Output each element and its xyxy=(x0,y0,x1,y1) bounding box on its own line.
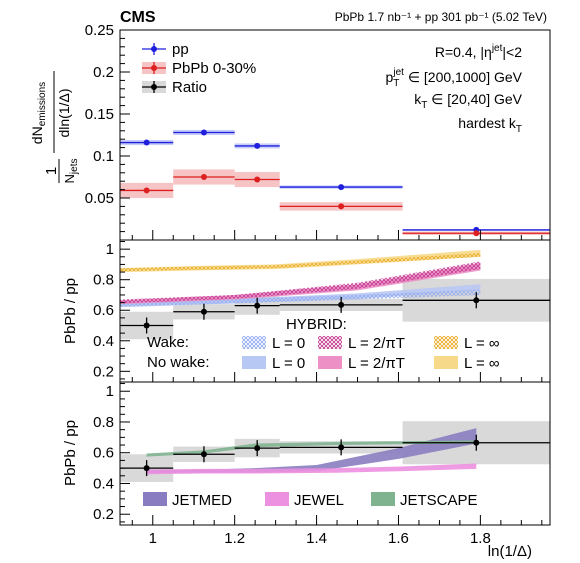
data-point-1 xyxy=(473,230,480,237)
data-point-0 xyxy=(143,139,150,146)
legend-swatch-wake-linf xyxy=(434,336,458,349)
ratio-point xyxy=(143,465,150,472)
legend-swatch-jewel xyxy=(265,492,289,506)
model-band-jetscape xyxy=(146,440,477,457)
annotation-jet-radius: R=0.4, |ηjet|<2 xyxy=(435,43,522,60)
model-band-jetmed xyxy=(146,428,477,473)
legend-swatch-wake-l2pit xyxy=(318,336,342,349)
legend-swatch-jetscape xyxy=(371,492,395,506)
middle-y-axis-label: PbPb / pp xyxy=(62,278,79,344)
experiment-label: CMS xyxy=(120,9,156,26)
legend-label-jewel: JEWEL xyxy=(294,492,344,509)
bot-y-tick-label: 0.8 xyxy=(93,414,114,431)
hybrid-ratio-panel: 0.2 0.4 0.6 0.8 1 PbPb / pp HYBRID: Wake: No… xyxy=(62,239,551,383)
x-tick-label: 1.8 xyxy=(470,530,491,547)
top-legend: pp PbPb 0-30% Ratio xyxy=(142,41,256,96)
model-band-wake_L2piT xyxy=(120,261,481,304)
legend-entry-pp: pp xyxy=(142,41,189,58)
bot-y-tick-label: 0.2 xyxy=(93,506,114,523)
data-point-1 xyxy=(254,176,261,183)
legend-label-nowake-linf: L = ∞ xyxy=(464,355,500,372)
model-band-jewel xyxy=(146,463,477,475)
data-point-0 xyxy=(338,184,345,191)
top-y-axis-label: 1 Njets dNemissions dln(1/Δ) xyxy=(29,71,80,183)
legend-swatch-nowake-l2pit xyxy=(318,356,342,369)
legend-label-nowake-l2pit: L = 2/πT xyxy=(348,355,405,372)
legend-swatch-nowake-linf xyxy=(434,356,458,369)
top-y-tick-label: 0.15 xyxy=(85,106,114,123)
data-point-1 xyxy=(200,174,207,180)
spectrum-panel: 0.05 0.1 0.15 0.2 0.25 1 Njets dNemissions d… xyxy=(29,22,551,241)
x-tick-label: 1.6 xyxy=(388,530,409,547)
mid-y-tick-label: 0.4 xyxy=(93,333,114,350)
legend-entry-pbpb: PbPb 0-30% xyxy=(142,60,256,77)
legend-label-wake-l0: L = 0 xyxy=(272,335,305,352)
x-axis-label: ln(1/Δ) xyxy=(488,543,532,560)
legend-label-ratio: Ratio xyxy=(172,79,207,96)
model-band-wake_Linf xyxy=(120,253,481,272)
legend-label-wake-linf: L = ∞ xyxy=(464,335,500,352)
model-band-wake_L0 xyxy=(120,289,481,307)
x-tick-label: 1.2 xyxy=(224,530,245,547)
bottom-y-axis-label: PbPb / pp xyxy=(62,420,79,486)
top-y-tick-label: 0.05 xyxy=(85,190,114,207)
legend-label-pp: pp xyxy=(172,41,189,58)
ratio-point xyxy=(200,308,207,315)
bottom-panel-frame xyxy=(119,381,551,526)
ratio-point xyxy=(473,439,480,446)
row-label-wake: Wake: xyxy=(147,334,189,351)
top-y-tick-label: 0.25 xyxy=(85,22,114,39)
ratio-point xyxy=(338,301,345,308)
data-point-0 xyxy=(200,129,207,136)
bot-y-tick-label: 0.6 xyxy=(93,445,114,462)
mid-y-tick-label: 0.8 xyxy=(93,272,114,289)
x-tick-label: 1.4 xyxy=(306,530,327,547)
annotation-jet-pt: pTjet ∈ [200,1000] GeV xyxy=(385,67,522,89)
top-y-tick-label: 0.1 xyxy=(93,148,114,165)
mid-y-tick-label: 0.6 xyxy=(93,302,114,319)
luminosity-label: PbPb 1.7 nb⁻¹ + pp 301 pb⁻¹ (5.02 TeV) xyxy=(335,10,547,24)
hybrid-legend: HYBRID: Wake: No wake: L = 0 L = 0 L = 2… xyxy=(147,316,500,372)
data-point-1 xyxy=(143,187,150,194)
annotation-hardest-kt: hardest kT xyxy=(458,115,522,135)
hybrid-header: HYBRID: xyxy=(286,316,347,333)
legend-label-pbpb: PbPb 0-30% xyxy=(172,60,256,77)
row-label-no-wake: No wake: xyxy=(147,354,210,371)
y-axis-label-numerator: dNemissions xyxy=(29,82,48,144)
ratio-point xyxy=(254,302,261,309)
data-point-1 xyxy=(338,203,345,210)
legend-swatch-wake-l0 xyxy=(242,336,266,349)
selection-annotations: R=0.4, |ηjet|<2 pTjet ∈ [200,1000] GeV k… xyxy=(385,43,522,135)
ratio-point xyxy=(473,297,480,304)
bot-y-tick-label: 0.4 xyxy=(93,475,114,492)
y-axis-label-denominator: dln(1/Δ) xyxy=(56,88,72,137)
legend-label-nowake-l0: L = 0 xyxy=(272,355,305,372)
legend-entry-ratio: Ratio xyxy=(142,79,207,96)
ratio-point xyxy=(200,451,207,458)
legend-label-jetmed: JETMED xyxy=(172,492,232,509)
x-tick-label: 1 xyxy=(149,530,157,547)
legend-label-wake-l2pit: L = 2/πT xyxy=(348,335,405,352)
mid-y-tick-label: 1 xyxy=(106,241,114,258)
y-axis-label-prefactor: 1 xyxy=(43,167,60,175)
legend-swatch-nowake-l0 xyxy=(242,356,266,369)
legend-label-jetscape: JETSCAPE xyxy=(400,492,478,509)
mid-y-tick-label: 0.2 xyxy=(93,363,114,380)
bot-y-tick-label: 1 xyxy=(106,383,114,400)
ratio-point xyxy=(338,444,345,451)
legend-swatch-jetmed xyxy=(143,492,167,506)
model-ratio-panel: 0.2 0.4 0.6 0.8 1 1 1.2 1.4 1.6 1.8 PbPb / pp ln… xyxy=(62,381,551,560)
data-point-0 xyxy=(254,142,261,149)
model-legend: JETMED JEWEL JETSCAPE xyxy=(143,492,478,509)
ratio-point xyxy=(254,445,261,452)
annotation-kt-range: kT ∈ [20,40] GeV xyxy=(414,91,522,111)
y-axis-label-njets: Njets xyxy=(62,159,80,184)
ratio-point xyxy=(143,322,150,329)
top-y-tick-label: 0.2 xyxy=(93,64,114,81)
